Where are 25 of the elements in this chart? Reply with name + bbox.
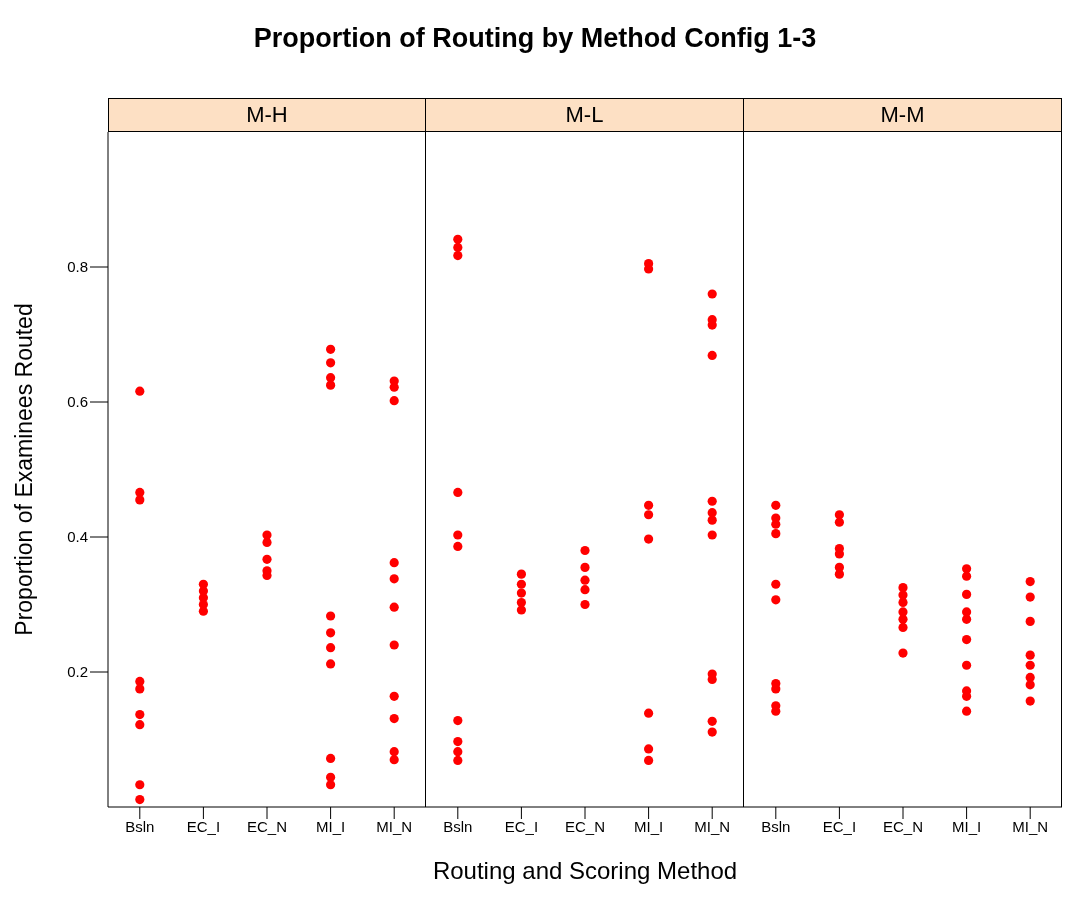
x-tick-label: Bsln <box>761 817 791 835</box>
chart-subtitle: M-H <box>246 102 288 127</box>
x-tick-label: EC_I <box>186 817 221 835</box>
x-tick-label: EC_I <box>822 817 857 835</box>
x-tick-label: Bsln <box>125 817 155 835</box>
chart-subtitle: M-M <box>880 102 925 127</box>
y-tick-label: 0.8 <box>67 258 88 276</box>
x-tick-label: MI_I <box>952 817 982 835</box>
x-tick-label: EC_N <box>882 817 924 835</box>
y-tick-label: 0.4 <box>67 528 88 546</box>
x-axis-title: Routing and Scoring Method <box>432 857 738 884</box>
x-tick-label: MI_N <box>694 817 731 835</box>
x-tick-label: MI_I <box>316 817 346 835</box>
x-tick-label: MI_N <box>1012 817 1049 835</box>
x-tick-label: Bsln <box>443 817 473 835</box>
x-tick-label: EC_N <box>246 817 288 835</box>
chart-subtitle: M-L <box>565 102 604 127</box>
y-tick-label: 0.2 <box>67 663 88 681</box>
y-tick-label: 0.6 <box>67 393 88 411</box>
text: Proportion of Routing by Method Config 1-3 <box>253 23 817 53</box>
y-axis-title: Proportion of Examinees Routed <box>11 303 38 636</box>
x-tick-label: EC_I <box>504 817 539 835</box>
x-tick-label: MI_I <box>634 817 664 835</box>
x-tick-label: EC_N <box>564 817 606 835</box>
x-tick-label: MI_N <box>376 817 413 835</box>
